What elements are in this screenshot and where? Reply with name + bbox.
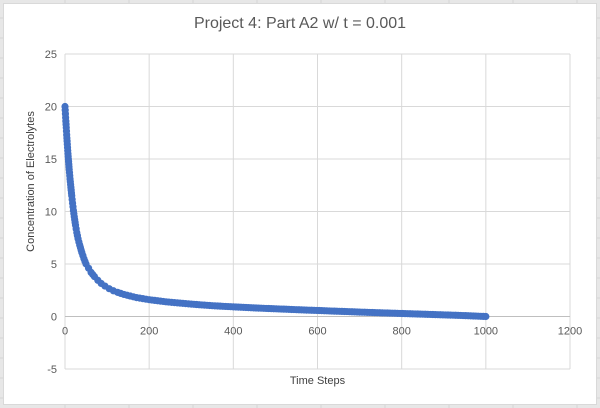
x-tick-label: 800 [392,326,410,338]
x-tick-label: 200 [140,326,158,338]
y-tick-label: 5 [51,259,57,271]
x-tick-label: 1000 [474,326,498,338]
y-tick-label: 0 [51,312,57,324]
y-tick-label: 25 [45,49,57,61]
y-axis-ticks: -5 0 5 10 15 20 25 [45,49,57,376]
y-tick-label: -5 [47,364,57,376]
y-tick-label: 15 [45,154,57,166]
y-tick-label: 20 [45,102,57,114]
x-tick-label: 600 [308,326,326,338]
gridlines [64,53,571,370]
x-tick-label: 400 [224,326,242,338]
x-tick-label: 0 [62,326,68,338]
y-axis-title: Concentration of Electrolytes [25,111,37,252]
x-axis-title: Time Steps [290,375,346,387]
chart-area[interactable]: Project 4: Part A2 w/ t = 0.001 -5 0 5 10 15… [3,3,597,405]
x-tick-label: 1200 [558,326,582,338]
scatter-plot: -5 0 5 10 15 20 25 0 200 400 600 800 1000 1200 Time … [25,49,582,387]
chart-title: Project 4: Part A2 w/ t = 0.001 [193,15,407,32]
y-tick-label: 10 [45,207,57,219]
x-axis-ticks: 0 200 400 600 800 1000 1200 [62,326,582,338]
data-points [61,102,490,321]
data-point [482,312,490,321]
